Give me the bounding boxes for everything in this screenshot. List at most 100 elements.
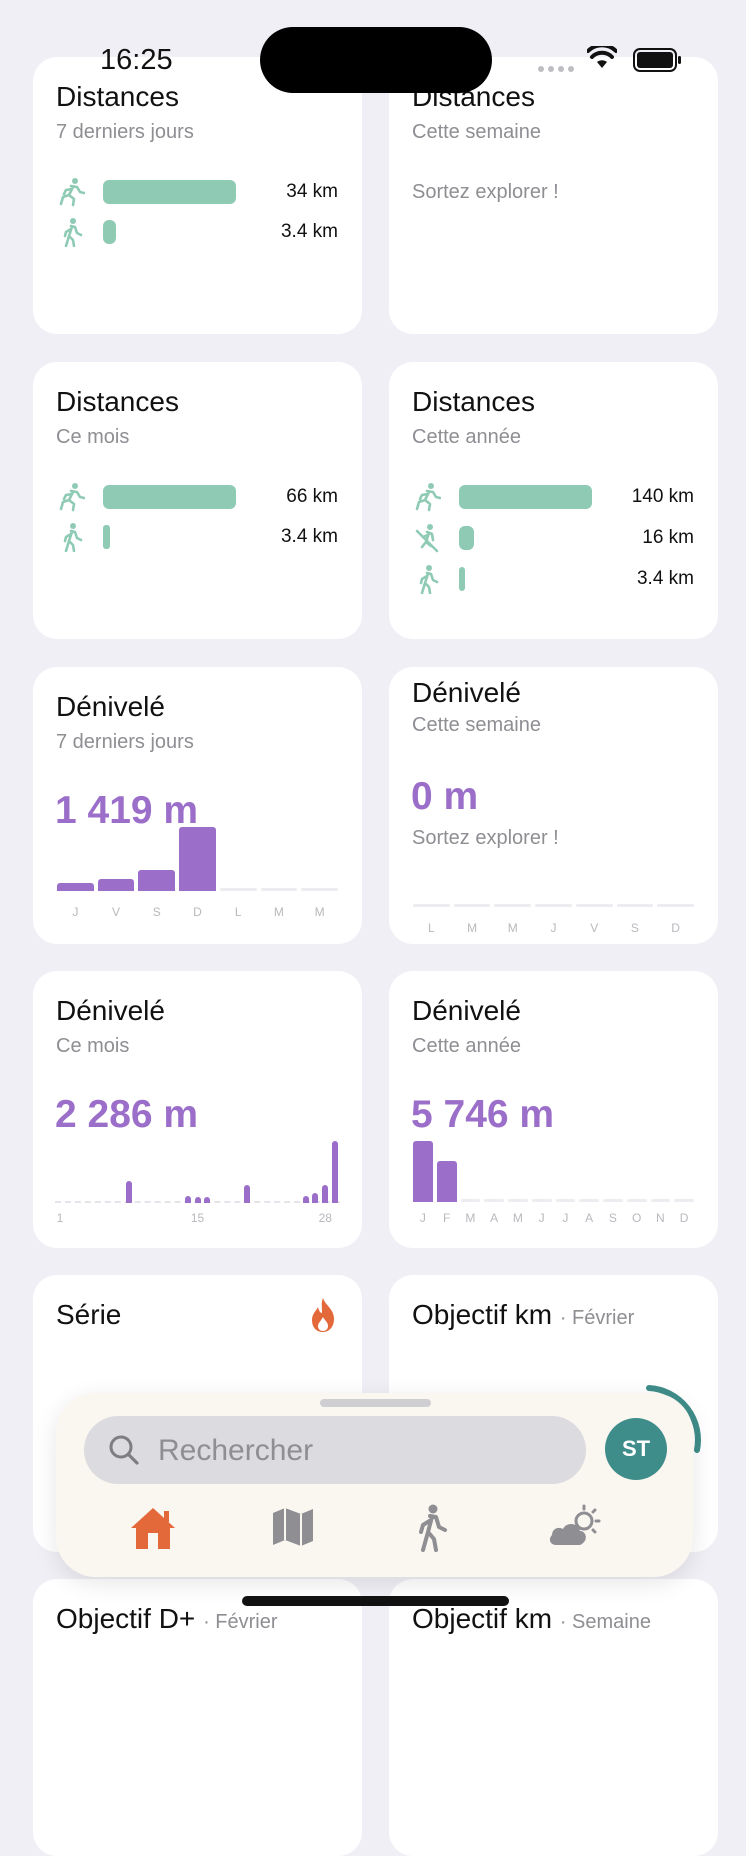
- elevation-bar: [57, 882, 94, 891]
- elevation-bar-empty: [531, 1199, 552, 1202]
- avatar[interactable]: ST: [605, 1418, 667, 1480]
- tab-weather[interactable]: [546, 1503, 606, 1549]
- axis-label: F: [442, 1211, 451, 1225]
- elevation-bar-empty: [484, 1199, 504, 1202]
- axis-label: V: [112, 905, 121, 919]
- goal-period: · Février: [559, 1307, 635, 1329]
- distance-bar: [103, 525, 110, 549]
- goal-dplus-card[interactable]: Objectif D+ · Février: [33, 1579, 362, 1856]
- sheet-grabber[interactable]: [320, 1399, 431, 1407]
- card-subtitle: Cette semaine: [412, 714, 541, 736]
- distance-bar: [103, 485, 236, 509]
- distance-row: 3.4 km: [33, 522, 362, 553]
- goal-title: Objectif km: [412, 1299, 553, 1330]
- elevation-bar: [332, 1141, 339, 1203]
- card-title: Dénivelé: [56, 691, 165, 722]
- elevation-total: 0 m: [411, 775, 479, 818]
- goal-km-week-card[interactable]: Objectif km · Semaine: [389, 1579, 718, 1856]
- axis-label: M: [273, 905, 284, 919]
- running-icon: [59, 178, 86, 207]
- elevation-bar-empty: [301, 888, 338, 891]
- distance-value: 66 km: [286, 486, 338, 507]
- axis-label: L: [234, 905, 242, 919]
- activity-icon: [415, 564, 441, 595]
- distance-bar: [459, 485, 592, 509]
- axis-label: O: [631, 1211, 642, 1225]
- axis-label: M: [507, 921, 518, 935]
- card-subtitle: 7 derniers jours: [56, 731, 194, 753]
- search-placeholder: Rechercher: [158, 1434, 314, 1467]
- ski-touring-icon: [415, 524, 439, 553]
- axis-label: A: [585, 1211, 594, 1225]
- activity-icon: [59, 217, 85, 248]
- axis-label: J: [550, 921, 557, 935]
- card-subtitle: Cette année: [412, 426, 521, 448]
- elevation-bar-empty: [616, 904, 654, 907]
- home-icon: [131, 1508, 175, 1549]
- distance-row: 34 km: [33, 177, 362, 207]
- home-indicator: [242, 1596, 509, 1606]
- elevation-bar-empty: [508, 1199, 528, 1202]
- card-subtitle: Cette année: [412, 1035, 521, 1057]
- goal-period: · Février: [203, 1611, 278, 1633]
- distance-value: 3.4 km: [636, 568, 694, 589]
- search-field[interactable]: Rechercher: [84, 1416, 586, 1484]
- distance-bar: [103, 220, 116, 244]
- distance-value: 34 km: [286, 181, 338, 202]
- distance-row: 140 km: [389, 482, 718, 512]
- tab-activity[interactable]: [412, 1503, 452, 1553]
- tab-map[interactable]: [270, 1505, 316, 1551]
- distance-value: 3.4 km: [280, 526, 338, 547]
- elevation-total: 2 286 m: [55, 1093, 199, 1136]
- card-title: Distances: [412, 386, 535, 417]
- elevation-bar-empty: [674, 1199, 694, 1202]
- distance-value: 3.4 km: [280, 221, 338, 242]
- distances-month-card[interactable]: Distances Ce mois 66 km 3.4 km: [33, 362, 362, 639]
- distance-value: 140 km: [631, 486, 694, 507]
- elevation-bar: [204, 1197, 211, 1203]
- elevation-bar-empty: [650, 1199, 671, 1202]
- walking-icon: [419, 1504, 447, 1552]
- activity-icon: [59, 177, 86, 207]
- distances-7-days-card[interactable]: Distances 7 derniers jours 34 km 3.4 km: [33, 57, 362, 334]
- distance-row: 3.4 km: [33, 217, 362, 248]
- distances-year-card[interactable]: Distances Cette année 140 km 16 km 3.4 km: [389, 362, 718, 639]
- elevation-bar-empty: [260, 888, 298, 891]
- activity-icon: [59, 482, 86, 512]
- axis-label: M: [512, 1211, 523, 1225]
- elevation-bar-empty: [219, 888, 257, 891]
- activity-icon: [415, 482, 442, 512]
- axis-label: S: [152, 905, 161, 919]
- card-title: Dénivelé: [56, 995, 165, 1026]
- card-title: Série: [56, 1299, 122, 1330]
- flame-icon: [312, 1298, 334, 1332]
- tab-home[interactable]: [128, 1505, 178, 1555]
- distances-this-week-card[interactable]: Distances Cette semaine Sortez explorer …: [389, 57, 718, 334]
- elevation-bar-empty: [555, 1199, 576, 1202]
- axis-label: 28: [318, 1211, 332, 1225]
- elevation-bar-empty: [494, 904, 532, 907]
- empty-message: Sortez explorer !: [412, 181, 559, 203]
- card-title: Distances: [412, 81, 535, 112]
- elevation-bar: [125, 1180, 132, 1203]
- elevation-bar-empty: [535, 904, 572, 907]
- axis-label: J: [419, 1211, 426, 1225]
- elevation-bar: [436, 1161, 457, 1202]
- distance-bar: [103, 180, 236, 204]
- running-icon: [415, 483, 442, 512]
- axis-label: A: [490, 1211, 499, 1225]
- elevation-total: 5 746 m: [411, 1093, 555, 1136]
- elevation-this-week-card[interactable]: Dénivelé Cette semaine 0 m Sortez explor…: [389, 667, 718, 944]
- elevation-bar-empty: [413, 904, 450, 907]
- elevation-month-card[interactable]: Dénivelé Ce mois 2 286 m 1 15 28: [33, 971, 362, 1248]
- elevation-total: 1 419 m: [55, 789, 199, 832]
- activity-icon: [415, 523, 441, 553]
- card-title: Dénivelé: [412, 995, 521, 1026]
- elevation-7-days-card[interactable]: Dénivelé 7 derniers jours 1 419 m J V S D L M…: [33, 667, 362, 944]
- card-title: Dénivelé: [412, 677, 521, 708]
- elevation-bar-empty: [626, 1199, 647, 1202]
- distance-value: 16 km: [642, 527, 694, 548]
